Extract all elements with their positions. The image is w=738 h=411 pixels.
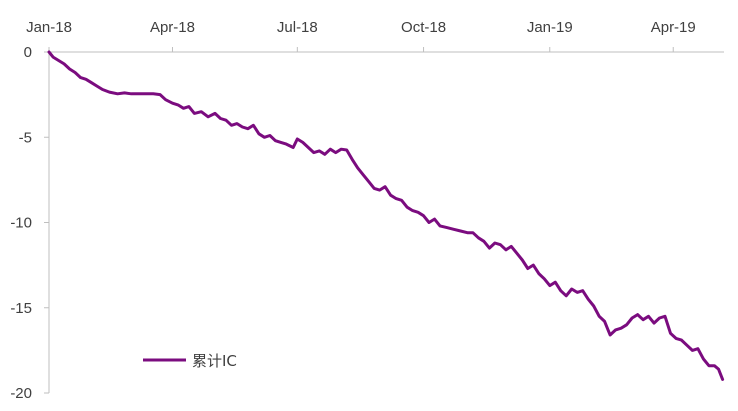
series-layer xyxy=(47,50,725,381)
axes: Jan-18 Apr-18 Jul-18 Oct-18 Jan-19 Apr-19 0 -5 -… xyxy=(10,19,724,402)
y-tick-label: -5 xyxy=(19,129,32,146)
y-tick-label: -15 xyxy=(10,300,32,317)
x-tick-label: Jul-18 xyxy=(277,19,318,36)
series-line-cumulative-ic xyxy=(47,50,725,381)
x-tick-label: Jan-19 xyxy=(527,19,573,36)
legend-label: 累计IC xyxy=(192,352,237,370)
x-tick-label: Apr-18 xyxy=(150,19,195,36)
x-tick-label: Jan-18 xyxy=(26,19,72,36)
y-tick-label: 0 xyxy=(24,44,32,61)
y-tick-label: -20 xyxy=(10,385,32,402)
y-tick-label: -10 xyxy=(10,215,32,232)
legend: 累计IC xyxy=(143,352,237,370)
x-tick-label: Apr-19 xyxy=(651,19,696,36)
x-tick-label: Oct-18 xyxy=(401,19,446,36)
